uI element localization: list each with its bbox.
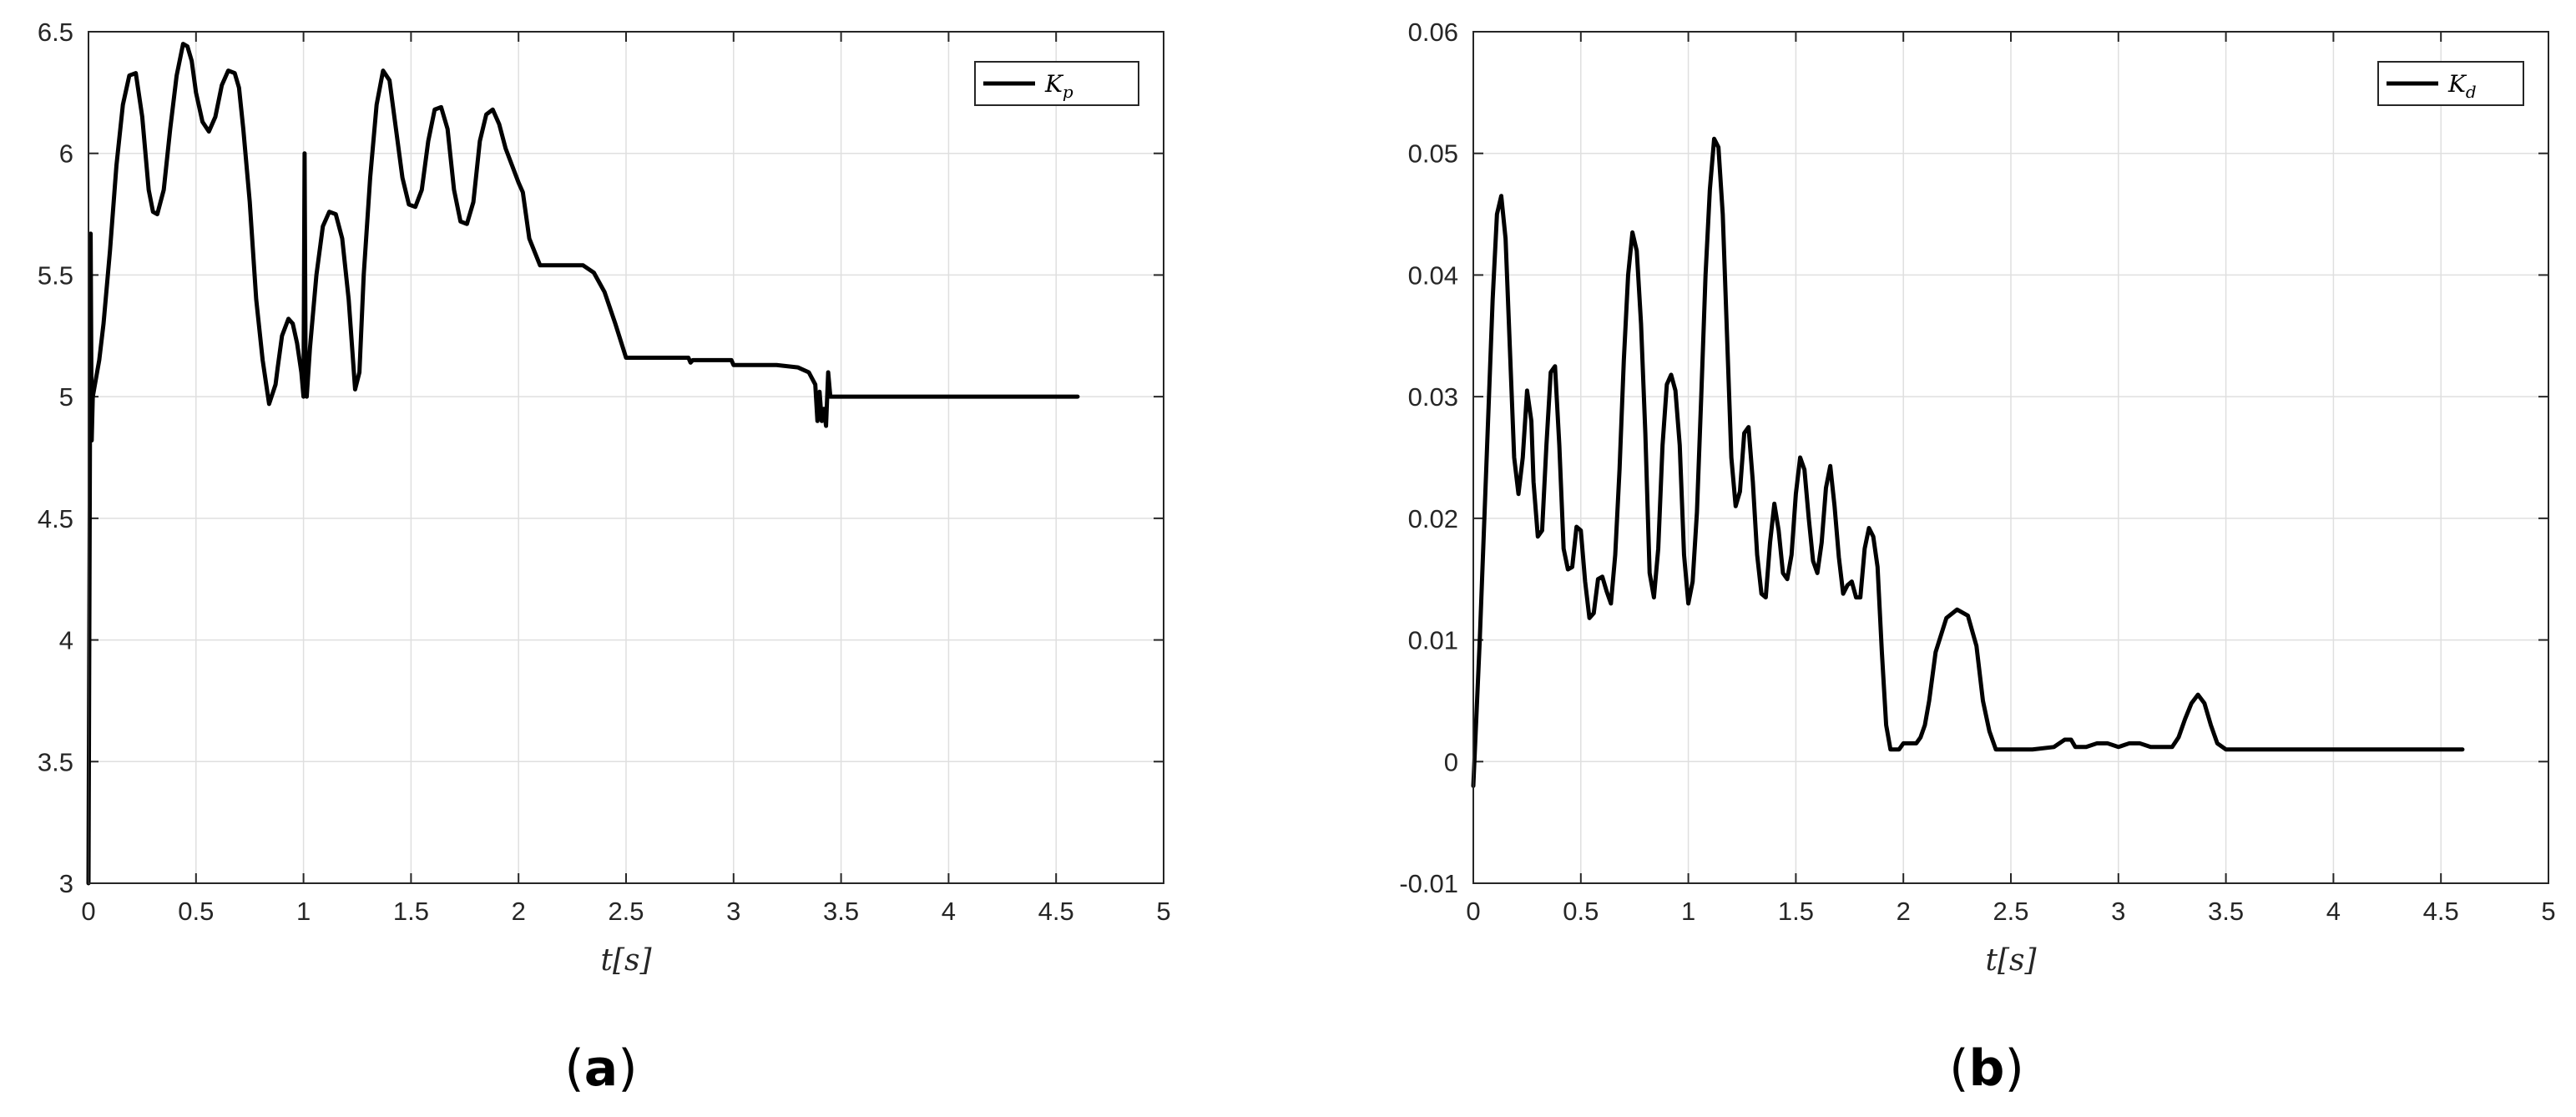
legend: Kp xyxy=(974,61,1139,106)
x-tick-label: 1.5 xyxy=(393,897,429,926)
axes-frame xyxy=(1472,31,2549,884)
x-tick-label: 3.5 xyxy=(823,897,859,926)
x-tick-label: 3 xyxy=(2111,897,2125,926)
legend-label: Kd xyxy=(2447,70,2477,102)
legend-label: Kp xyxy=(1044,70,1073,102)
y-tick-label: 0.05 xyxy=(1408,139,1458,169)
y-tick-label: 0.06 xyxy=(1408,18,1458,47)
y-tick-label: 3 xyxy=(59,869,73,898)
panel-label-close-paren: ) xyxy=(2004,1039,2023,1098)
x-axis-label: t[s] xyxy=(1985,943,2037,978)
x-tick-label: 2.5 xyxy=(1993,897,2028,926)
chart-panel-a: 0 0.5 1 1.5 2 2.5 3 3.5 4 4.5 5 3 3.5 4 4.5 5 5.5 6 6.5 t[s… xyxy=(38,18,1171,1098)
x-tick-label: 2.5 xyxy=(608,897,644,926)
panel-label-letter: a xyxy=(584,1039,619,1098)
x-tick-label: 4.5 xyxy=(2423,897,2459,926)
legend-box xyxy=(2377,61,2524,106)
x-tick-label: 0.5 xyxy=(1563,897,1599,926)
x-tick-label: 0 xyxy=(1466,897,1480,926)
axes-frame xyxy=(88,31,1164,884)
x-tick-label: 3.5 xyxy=(2208,897,2244,926)
y-tick-label: 5.5 xyxy=(38,260,73,290)
x-tick-label: 0.5 xyxy=(178,897,214,926)
panel-label-close-paren: ) xyxy=(618,1039,637,1098)
x-tick-label: 0 xyxy=(81,897,95,926)
x-tick-label: 4.5 xyxy=(1038,897,1074,926)
legend-label-main: K xyxy=(1044,70,1064,98)
y-tick-label: 0.03 xyxy=(1408,382,1458,412)
series-line-kp xyxy=(86,42,1080,886)
x-tick-label: 4 xyxy=(942,897,956,926)
panel-label-open-paren: ( xyxy=(564,1039,583,1098)
x-tick-label: 1 xyxy=(1681,897,1695,926)
panel-label-open-paren: ( xyxy=(1949,1039,1968,1098)
y-tick-label: 5 xyxy=(59,382,73,412)
y-tick-label: 0.01 xyxy=(1408,626,1458,655)
y-tick-label: 6.5 xyxy=(38,18,73,47)
x-axis-label: t[s] xyxy=(600,943,652,978)
panel-label: (a) xyxy=(564,1039,637,1098)
x-tick-label: 5 xyxy=(2541,897,2555,926)
y-tick-label: -0.01 xyxy=(1399,869,1458,898)
y-tick-label: 4.5 xyxy=(38,504,73,533)
legend-label-main: K xyxy=(2447,70,2467,98)
legend: Kd xyxy=(2377,61,2524,106)
legend-label-subscript: p xyxy=(1063,82,1073,102)
x-tick-label: 1 xyxy=(296,897,311,926)
y-tick-label: 0.02 xyxy=(1408,504,1458,533)
x-tick-label: 3 xyxy=(726,897,740,926)
chart-panel-b: 0 0.5 1 1.5 2 2.5 3 3.5 4 4.5 5 -0.01 0 0.01 0.02 0.03 0… xyxy=(1399,18,2555,1098)
x-tick-label: 4 xyxy=(2326,897,2341,926)
y-tick-label: 0 xyxy=(1444,747,1458,776)
y-tick-label: 3.5 xyxy=(38,747,73,776)
series-line-kd xyxy=(1471,136,2465,788)
x-tick-label: 2 xyxy=(1897,897,1911,926)
y-tick-label: 6 xyxy=(59,139,73,169)
legend-label-subscript: d xyxy=(2466,82,2477,102)
x-tick-label: 5 xyxy=(1156,897,1170,926)
panel-label-letter: b xyxy=(1969,1039,2005,1098)
panel-label: (b) xyxy=(1949,1039,2024,1098)
y-tick-label: 4 xyxy=(59,626,73,655)
x-tick-label: 2 xyxy=(512,897,526,926)
x-tick-label: 1.5 xyxy=(1778,897,1814,926)
y-tick-label: 0.04 xyxy=(1408,260,1458,290)
